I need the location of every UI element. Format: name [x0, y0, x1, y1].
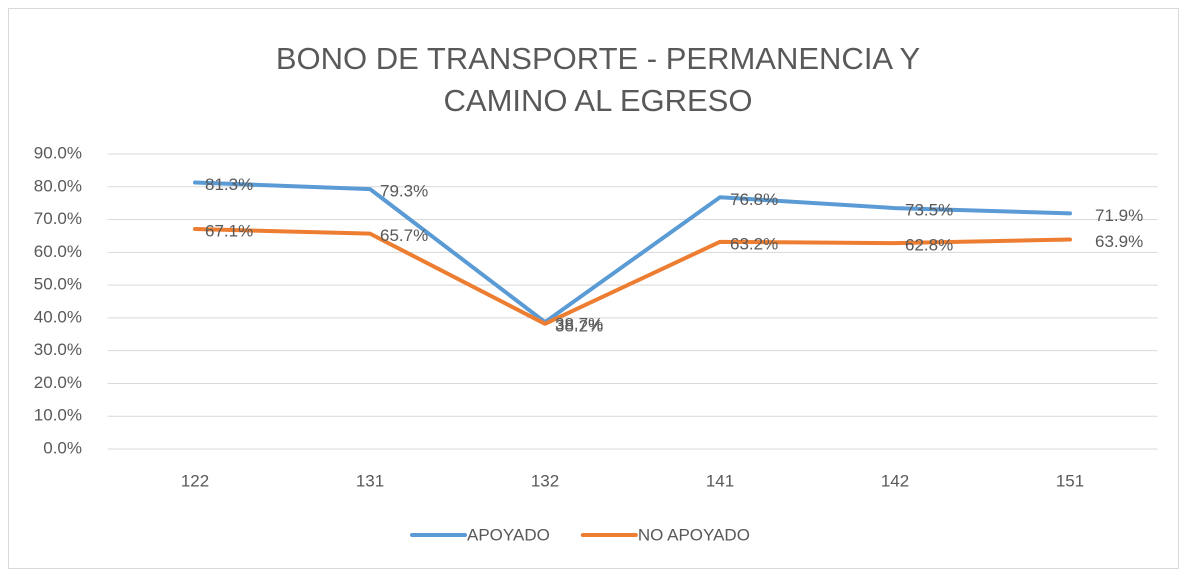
series-line: [193, 227, 1072, 326]
data-label: 62.8%: [905, 236, 953, 255]
data-label: 67.1%: [205, 222, 253, 241]
data-label: 81.3%: [205, 175, 253, 194]
y-tick-label: 80.0%: [34, 176, 82, 195]
legend-label: APOYADO: [467, 525, 550, 544]
y-tick-label: 40.0%: [34, 307, 82, 326]
data-label: 65.7%: [380, 226, 428, 245]
y-tick-label: 50.0%: [34, 275, 82, 294]
data-label: 38.2%: [555, 316, 603, 335]
y-tick-label: 30.0%: [34, 340, 82, 359]
x-tick-label: 122: [181, 471, 209, 490]
data-label: 63.9%: [1095, 232, 1143, 251]
y-tick-label: 20.0%: [34, 373, 82, 392]
chart-title: BONO DE TRANSPORTE - PERMANENCIA Y CAMIN…: [275, 41, 921, 118]
x-tick-label: 142: [881, 471, 909, 490]
series-line: [193, 180, 1072, 325]
y-tick-label: 90.0%: [34, 143, 82, 162]
data-label: 73.5%: [905, 201, 953, 220]
y-tick-label: 0.0%: [43, 438, 82, 457]
data-label: 76.8%: [730, 190, 778, 209]
data-label: 71.9%: [1095, 206, 1143, 225]
x-tick-label: 151: [1056, 471, 1084, 490]
data-label: 79.3%: [380, 182, 428, 201]
y-tick-label: 10.0%: [34, 406, 82, 425]
legend-label: NO APOYADO: [638, 525, 750, 544]
y-tick-label: 60.0%: [34, 242, 82, 261]
x-tick-label: 141: [706, 471, 734, 490]
y-tick-label: 70.0%: [34, 209, 82, 228]
x-tick-label: 131: [356, 471, 384, 490]
x-tick-label: 132: [531, 471, 559, 490]
data-label: 38.7%: [555, 315, 603, 334]
data-label: 63.2%: [730, 234, 778, 253]
